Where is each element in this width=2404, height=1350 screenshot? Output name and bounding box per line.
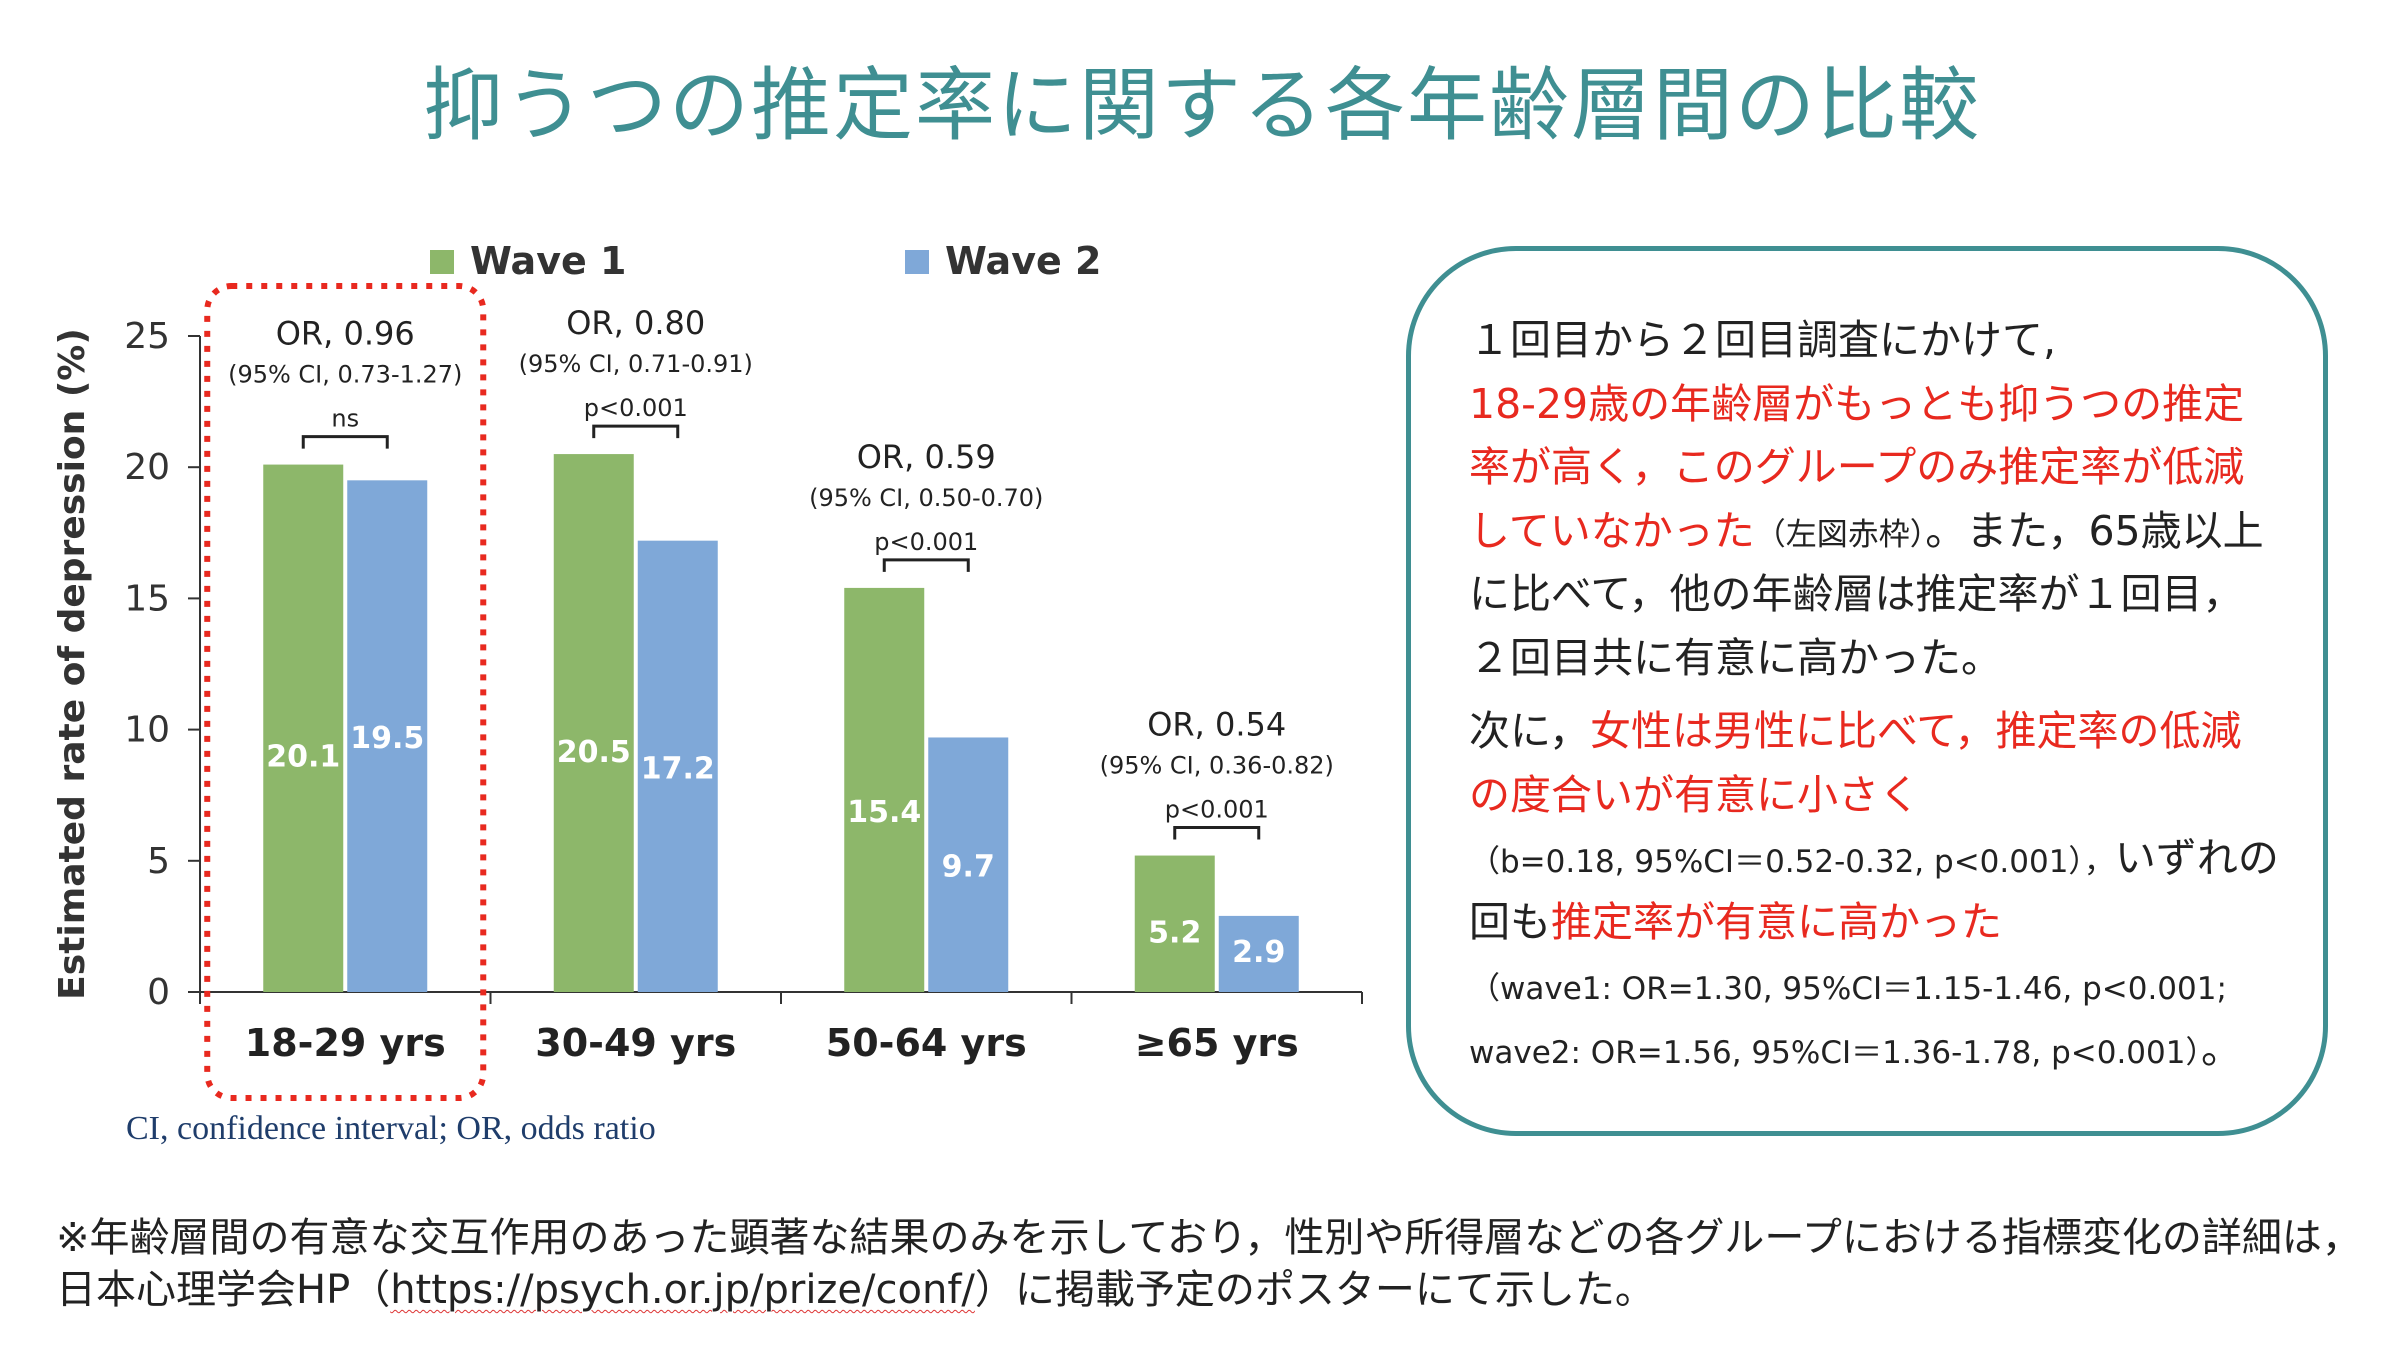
- bar-value-label: 2.9: [1232, 935, 1285, 970]
- summary-note: （左図赤枠）: [1754, 516, 1926, 553]
- x-tick-label: 50-64 yrs: [826, 1021, 1027, 1065]
- x-tick-label: ≥65 yrs: [1135, 1021, 1299, 1065]
- bar-value-label: 20.5: [557, 735, 631, 770]
- summary-text: 次に，: [1469, 707, 1590, 756]
- y-axis-label: Estimated rate of depression (%): [52, 328, 93, 1000]
- significance-bracket: [1173, 826, 1261, 840]
- slide-title: 抑うつの推定率に関する各年齢層間の比較: [423, 59, 1981, 152]
- summary-stats: （wave1: OR=1.30, 95%CI＝1.15-1.46, p<0.00…: [1469, 971, 2227, 1072]
- ci-label: (95% CI, 0.36-0.82): [1100, 752, 1334, 780]
- poster-link[interactable]: https://psych.or.jp/prize/conf/: [390, 1267, 975, 1313]
- bottom-note-text: ）に掲載予定のポスターにて示した。: [974, 1267, 1655, 1313]
- bottom-note: ※年齢層間の有意な交互作用のあった顕著な結果のみを示しており，性別や所得層などの…: [56, 1212, 2376, 1316]
- odds-ratio-label: OR, 0.59: [857, 438, 996, 476]
- ci-label: (95% CI, 0.50-0.70): [809, 484, 1043, 512]
- bar-value-label: 17.2: [641, 751, 715, 786]
- bar: [844, 587, 925, 992]
- legend-swatch: [430, 250, 454, 274]
- bar-value-label: 20.1: [266, 740, 340, 775]
- legend-label: Wave 2: [945, 239, 1101, 283]
- bottom-note-text: ※年齢層間の有意な交互作用のあった顕著な結果のみを示しており，性別や所得層などの…: [56, 1215, 2362, 1313]
- odds-ratio-label: OR, 0.54: [1147, 706, 1286, 744]
- y-tick-label: 5: [147, 841, 170, 882]
- bar-value-label: 15.4: [847, 795, 921, 830]
- ci-label: (95% CI, 0.73-1.27): [228, 361, 462, 389]
- summary-highlight: 18-29歳の年齢層がもっとも抑うつの推定率が高く，このグループのみ推定率が低減…: [1469, 379, 2245, 555]
- bar-chart: 0 5 10 15 20 25 Estimated rate of depression (…: [52, 239, 1363, 1101]
- bar: [928, 737, 1009, 992]
- odds-ratio-label: OR, 0.80: [566, 304, 705, 342]
- x-tick-label: 30-49 yrs: [535, 1021, 736, 1065]
- bar-value-label: 5.2: [1148, 916, 1201, 951]
- highlight-frame: [204, 283, 487, 1101]
- bar: [637, 540, 718, 992]
- bar: [263, 464, 344, 992]
- bar: [1134, 855, 1215, 992]
- summary-paragraph-1: １回目から２回目調査にかけて, 18-29歳の年齢層がもっとも抑うつの推定率が高…: [1469, 309, 2279, 690]
- bar: [1218, 915, 1299, 992]
- significance-label: p<0.001: [1165, 796, 1269, 824]
- significance-label: p<0.001: [584, 394, 688, 422]
- significance-label: p<0.001: [874, 528, 978, 556]
- bar: [347, 480, 428, 992]
- bar: [553, 454, 634, 993]
- summary-text: 。: [2200, 1025, 2242, 1074]
- odds-ratio-label: OR, 0.96: [276, 315, 415, 353]
- summary-text: いずれの回も: [1469, 834, 2279, 946]
- legend-swatch: [905, 250, 929, 274]
- summary-panel: １回目から２回目調査にかけて, 18-29歳の年齢層がもっとも抑うつの推定率が高…: [1406, 246, 2328, 1136]
- y-tick-label: 15: [124, 578, 170, 619]
- summary-highlight: 女性は男性に比べて，推定率の低減の度合いが有意に小さく: [1469, 707, 2242, 819]
- y-tick-label: 10: [124, 710, 170, 751]
- summary-paragraph-2: 次に，女性は男性に比べて，推定率の低減の度合いが有意に小さく （b=0.18, …: [1469, 700, 2279, 1081]
- significance-label: ns: [331, 405, 359, 433]
- y-tick-label: 25: [124, 316, 170, 357]
- bar-value-label: 9.7: [942, 850, 995, 885]
- ci-label: (95% CI, 0.71-0.91): [519, 350, 753, 378]
- significance-bracket: [592, 424, 680, 439]
- bar-value-label: 19.5: [350, 721, 424, 756]
- legend-label: Wave 1: [470, 239, 626, 283]
- significance-bracket: [301, 435, 389, 449]
- summary-stats: （b=0.18, 95%CI＝0.52-0.32, p<0.001），: [1469, 844, 2115, 881]
- significance-bracket: [882, 558, 970, 572]
- x-tick-label: 18-29 yrs: [245, 1021, 446, 1065]
- summary-text: １回目から２回目調査にかけて,: [1469, 316, 2057, 364]
- y-tick-label: 20: [124, 447, 170, 488]
- chart-footnote: CI, confidence interval; OR, odds ratio: [126, 1110, 656, 1147]
- summary-text: 。また，65歳以上に比べて，他の年齢層は推定率が１回目，２回目共に有意に高かった…: [1469, 506, 2264, 682]
- y-tick-label: 0: [147, 972, 170, 1013]
- summary-highlight: 推定率が有意に高かった: [1551, 897, 2002, 946]
